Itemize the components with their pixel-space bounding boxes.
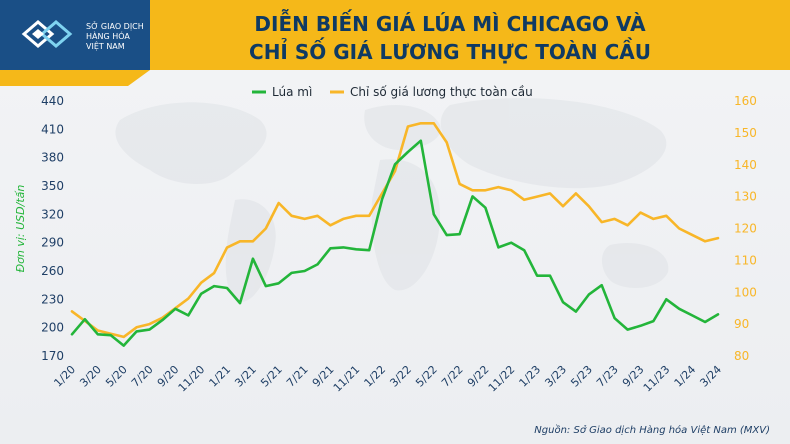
series-group bbox=[70, 122, 720, 347]
y-right-tick-label: 100 bbox=[734, 285, 757, 299]
chart-title: DIỄN BIẾN GIÁ LÚA MÌ CHICAGO VÀ CHỈ SỐ G… bbox=[150, 10, 750, 66]
x-tick-label: 3/21 bbox=[232, 363, 259, 390]
y-left-tick-label: 350 bbox=[41, 179, 64, 193]
y-right-tick-label: 160 bbox=[734, 94, 757, 108]
y-right-tick-label: 120 bbox=[734, 222, 757, 236]
series-line-food-index bbox=[70, 122, 720, 339]
x-tick-label: 5/21 bbox=[258, 363, 285, 390]
y-left-tick-label: 440 bbox=[41, 94, 64, 108]
y-right-tick-label: 80 bbox=[734, 349, 749, 363]
x-tick-label: 3/24 bbox=[697, 363, 724, 390]
y-left-tick-label: 410 bbox=[41, 122, 64, 136]
logo-line-2: HÀNG HÓA bbox=[86, 32, 130, 41]
legend-label-wheat: Lúa mì bbox=[272, 85, 312, 99]
x-tick-label: 7/23 bbox=[594, 363, 621, 390]
y-right-tick-label: 140 bbox=[734, 158, 757, 172]
banner-background bbox=[0, 0, 790, 86]
title-line-1: DIỄN BIẾN GIÁ LÚA MÌ CHICAGO VÀ bbox=[254, 12, 646, 36]
x-tick-label: 1/24 bbox=[672, 363, 699, 390]
x-tick-label: 1/22 bbox=[362, 363, 389, 390]
title-line-2: CHỈ SỐ GIÁ LƯƠNG THỰC TOÀN CẦU bbox=[249, 40, 651, 64]
x-tick-label: 11/21 bbox=[331, 363, 363, 395]
y-right-tick-label: 130 bbox=[734, 190, 757, 204]
x-tick-label: 1/20 bbox=[51, 363, 78, 390]
y-left-tick-label: 260 bbox=[41, 264, 64, 278]
y-left-tick-label: 380 bbox=[41, 151, 64, 165]
x-tick-label: 3/22 bbox=[387, 363, 414, 390]
y-axis-label: Đơn vị: USD/tấn bbox=[14, 185, 27, 273]
y-left-tick-label: 230 bbox=[41, 292, 64, 306]
source-note: Nguồn: Sở Giao dịch Hàng hóa Việt Nam (M… bbox=[534, 425, 770, 436]
logo-line-1: SỞ GIAO DỊCH bbox=[86, 22, 144, 31]
legend-label-food-index: Chỉ số giá lương thực toàn cầu bbox=[350, 85, 533, 99]
y-left-tick-label: 200 bbox=[41, 321, 64, 335]
x-tick-label: 5/22 bbox=[413, 363, 440, 390]
x-tick-label: 5/20 bbox=[103, 363, 130, 390]
legend: Lúa mì Chỉ số giá lương thực toàn cầu bbox=[252, 85, 533, 99]
company-logo-text: SỞ GIAO DỊCH HÀNG HÓA VIỆT NAM bbox=[86, 22, 144, 52]
logo-line-3: VIỆT NAM bbox=[86, 42, 125, 51]
y-left-tick-label: 290 bbox=[41, 236, 64, 250]
x-tick-label: 11/22 bbox=[486, 363, 518, 395]
y-left-tick-label: 320 bbox=[41, 207, 64, 221]
x-tick-label: 7/22 bbox=[439, 363, 466, 390]
x-tick-label: 3/20 bbox=[77, 363, 104, 390]
y-right-tick-label: 110 bbox=[734, 253, 757, 267]
x-tick-label: 1/23 bbox=[517, 363, 544, 390]
x-tick-label: 11/20 bbox=[176, 363, 208, 395]
x-tick-label: 11/23 bbox=[641, 363, 673, 395]
x-tick-label: 3/23 bbox=[542, 363, 569, 390]
world-map-background bbox=[115, 98, 669, 302]
series-line-wheat bbox=[70, 139, 720, 347]
x-tick-label: 1/21 bbox=[207, 363, 234, 390]
x-tick-label: 7/21 bbox=[284, 363, 311, 390]
y-right-tick-label: 150 bbox=[734, 126, 757, 140]
company-logo-icon bbox=[21, 20, 73, 48]
x-tick-label: 5/23 bbox=[568, 363, 595, 390]
y-left-tick-label: 170 bbox=[41, 349, 64, 363]
y-right-tick-label: 90 bbox=[734, 317, 749, 331]
header-banner bbox=[0, 0, 790, 86]
x-tick-label: 7/20 bbox=[129, 363, 156, 390]
